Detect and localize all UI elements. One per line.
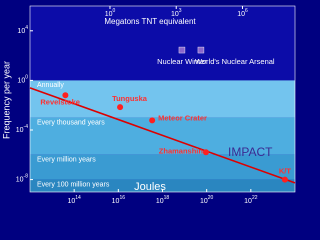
tick-exponent: 3	[179, 8, 182, 14]
tick-label: 1018	[156, 195, 170, 205]
frequency-level-label: Every 100 million years	[37, 181, 110, 188]
tick-base: 10	[112, 198, 120, 205]
tick-exponent: 16	[119, 195, 125, 201]
tick-base: 10	[237, 11, 245, 18]
y-axis-label: Frequency per year	[1, 61, 11, 139]
tick-exponent: 14	[75, 195, 81, 201]
annotation: IMPACT	[228, 145, 273, 159]
point-label: Nuclear Winter	[157, 57, 207, 66]
tick-label: 1014	[67, 195, 81, 205]
tick-exponent: -4	[24, 124, 29, 130]
tick-label: 1020	[200, 195, 214, 205]
tick-exponent: 0	[112, 8, 115, 14]
data-point	[197, 46, 205, 54]
point-label: Zhamanshin	[159, 146, 204, 155]
tick-base: 10	[105, 11, 113, 18]
data-point	[281, 176, 288, 183]
tick-exponent: 18	[164, 195, 170, 201]
data-point	[149, 117, 156, 124]
point-label: World's Nuclear Arsenal	[195, 57, 275, 66]
tick-base: 10	[16, 176, 24, 183]
tick-label: 1016	[112, 195, 126, 205]
tick-exponent: 0	[25, 75, 28, 81]
chart: Megatons TNT equivalent Joules Frequency…	[1, 5, 296, 205]
trend-line	[29, 87, 296, 184]
tick-base: 10	[156, 198, 164, 205]
tick-label: 1022	[244, 195, 258, 205]
tick-label: 10-4	[16, 124, 28, 134]
x-axis-label: Joules	[134, 181, 166, 193]
frequency-band	[30, 179, 295, 192]
point-label: Tunguska	[112, 94, 148, 103]
tick-exponent: -8	[24, 174, 29, 180]
data-point	[202, 149, 209, 156]
point-label: Revelstoke	[40, 97, 80, 106]
plot-frame	[29, 5, 296, 193]
page: {"chart_data": {"type": "scatter", "log_…	[1, 5, 296, 205]
frequency-level-label: Every million years	[37, 157, 96, 164]
tick-base: 10	[17, 28, 25, 35]
point-label: Meteor Crater	[158, 113, 207, 122]
tick-exponent: 6	[245, 8, 248, 14]
tick-label: 100	[105, 8, 116, 18]
tick-label: 103	[171, 8, 182, 18]
point-label: K/T	[279, 167, 292, 176]
frequency-level-label: Every thousand years	[37, 119, 105, 126]
frequency-band	[30, 80, 295, 118]
x2-axis-label: Megatons TNT equivalent	[104, 17, 196, 26]
tick-label: 10-8	[16, 174, 28, 184]
tick-base: 10	[16, 127, 24, 134]
tick-base: 10	[17, 77, 25, 84]
tick-exponent: 22	[252, 195, 258, 201]
tick-exponent: 20	[208, 195, 214, 201]
data-point	[117, 104, 124, 111]
tick-label: 100	[17, 75, 28, 85]
tick-base: 10	[244, 198, 252, 205]
data-point	[178, 46, 186, 54]
tick-label: 104	[17, 25, 28, 35]
tick-base: 10	[171, 11, 179, 18]
tick-exponent: 4	[25, 25, 28, 31]
tick-base: 10	[67, 198, 75, 205]
frequency-level-label: Annually	[37, 82, 64, 89]
data-point	[62, 92, 69, 99]
tick-label: 106	[237, 8, 248, 18]
tick-base: 10	[200, 198, 208, 205]
